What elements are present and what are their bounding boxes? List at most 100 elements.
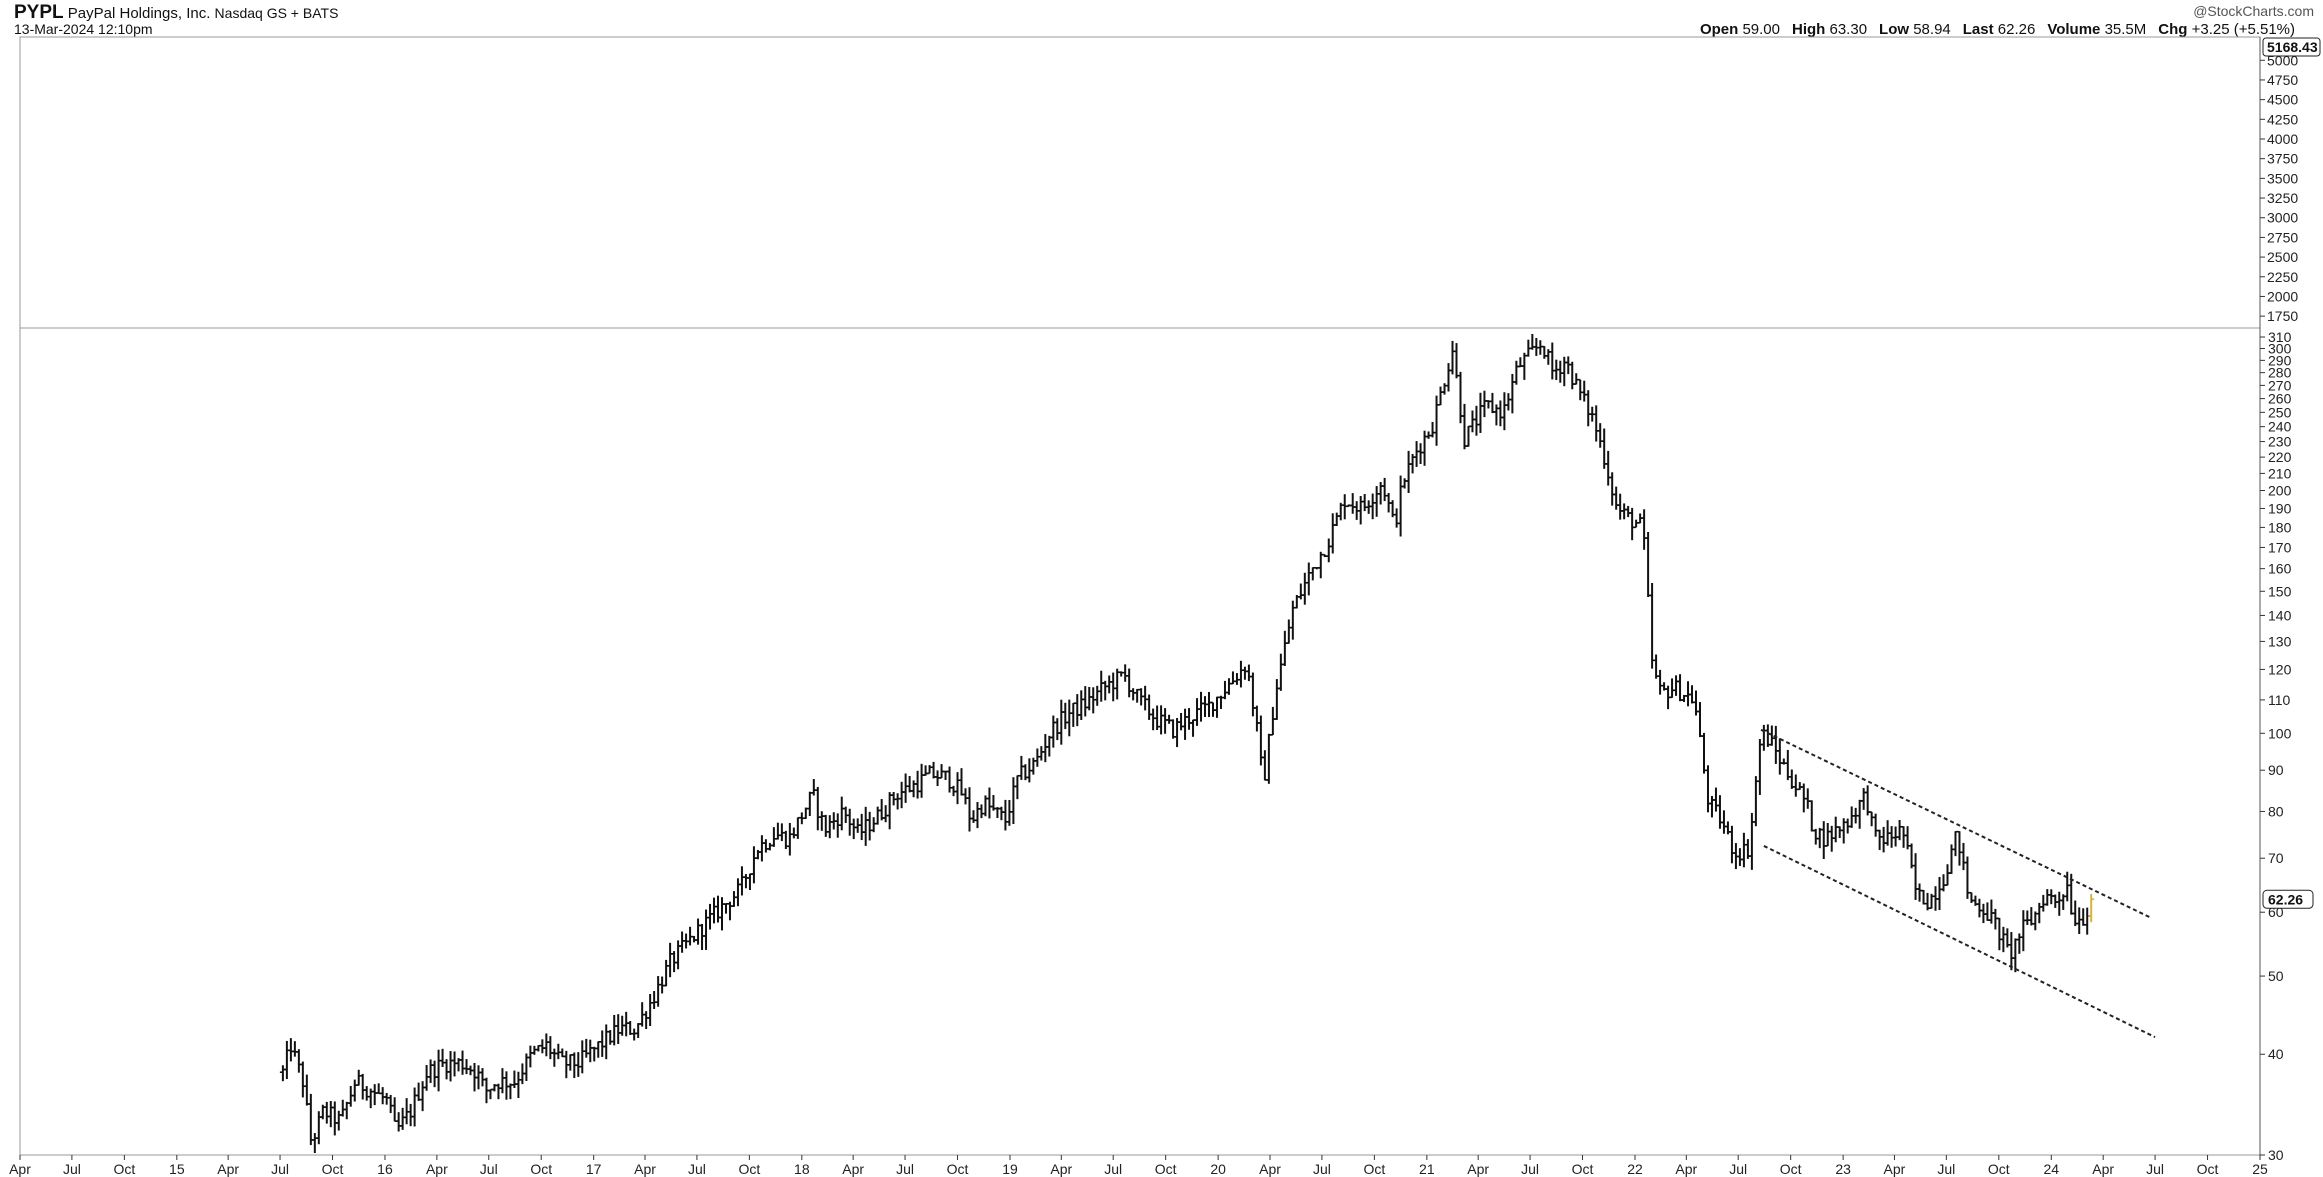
ohlc-bar [303, 1074, 310, 1106]
ohlc-bar [375, 1083, 382, 1095]
ohlc-bar [1265, 733, 1272, 784]
y-tick-label: 100 [2268, 725, 2292, 741]
exchange-label: Nasdaq GS + BATS [214, 5, 339, 21]
ohlc-bar [726, 901, 733, 921]
ohlc-bar [443, 1059, 450, 1080]
ohlc-bar [826, 815, 833, 839]
ohlc-bar [894, 793, 901, 810]
ohlc-bar [1968, 891, 1975, 904]
y-tick-label: 50 [2268, 968, 2284, 984]
upper-tick-label: 4500 [2267, 92, 2298, 108]
x-tick-label: Apr [217, 1161, 239, 1177]
ohlc-bar [862, 806, 869, 846]
y-tick-label: 230 [2268, 434, 2292, 450]
ohlc-bar [954, 772, 961, 805]
stat-key: Open [1699, 21, 1743, 38]
ohlc-bar [1373, 486, 1380, 517]
x-tick-label: Apr [1884, 1161, 1906, 1177]
y-tick-label: 120 [2268, 661, 2292, 677]
ohlc-bar [1880, 826, 1887, 853]
ohlc-bar [351, 1079, 358, 1102]
ohlc-bar [794, 816, 801, 839]
ohlc-bar [730, 891, 737, 907]
ohlc-bar [1229, 671, 1236, 685]
ohlc-bar [1393, 508, 1400, 528]
ohlc-bar [1126, 668, 1133, 698]
ohlc-bar [527, 1045, 534, 1068]
ohlc-bar [1098, 670, 1105, 702]
ohlc-bar [1453, 343, 1460, 379]
ohlc-bar [966, 787, 973, 832]
ohlc-bar [1186, 708, 1193, 730]
ohlc-bar [962, 788, 969, 805]
y-tick-label: 180 [2268, 519, 2292, 535]
ticker-symbol: PYPL [14, 2, 64, 23]
ohlc-bar [946, 766, 953, 793]
ohlc-bar [1074, 694, 1081, 727]
ohlc-bar [423, 1065, 430, 1091]
x-tick-label: 22 [1627, 1161, 1643, 1177]
ohlc-bar [1054, 718, 1061, 741]
ohlc-bar [695, 918, 702, 945]
ohlc-bar [1190, 719, 1197, 737]
ohlc-bar [1776, 738, 1783, 775]
ohlc-bar [914, 770, 921, 799]
x-tick-label: Apr [1675, 1161, 1697, 1177]
ohlc-bar [874, 806, 881, 825]
chart-frame [19, 36, 2261, 1156]
ohlc-bar [711, 897, 718, 924]
ohlc-bar [415, 1082, 422, 1101]
ohlc-bar [331, 1101, 338, 1136]
stat-value: 59.00 [1742, 21, 1780, 38]
x-tick-label: Jul [2146, 1161, 2164, 1177]
ohlc-bar [515, 1071, 522, 1098]
ohlc-bar [1062, 702, 1069, 730]
y-tick-label: 90 [2268, 762, 2284, 778]
ohlc-bar [335, 1110, 342, 1131]
ohlc-bar [930, 761, 937, 779]
ohlc-bar [1784, 749, 1791, 781]
ohlc-bar [575, 1052, 582, 1077]
ohlc-bar [1194, 698, 1201, 726]
ohlc-bar [671, 951, 678, 973]
ohlc-bar [1613, 486, 1620, 510]
ohlc-bar [715, 895, 722, 923]
y-tick-label: 150 [2268, 583, 2292, 599]
ohlc-bar [898, 781, 905, 809]
ohlc-bar [355, 1069, 362, 1086]
ohlc-bar [2024, 910, 2031, 925]
ohlc-bar [1617, 493, 1624, 520]
y-tick-label: 290 [2268, 352, 2292, 368]
ohlc-bar [1848, 806, 1855, 828]
ohlc-bar [287, 1038, 294, 1062]
ohlc-bar [551, 1048, 558, 1067]
ohlc-bar [655, 976, 662, 1007]
upper-tick-label: 3750 [2267, 151, 2298, 167]
ohlc-bar [1445, 363, 1452, 392]
ohlc-bar [1764, 724, 1771, 747]
ohlc-bar [2020, 910, 2027, 952]
ohlc-bar [878, 799, 885, 821]
ohlc-bar [411, 1087, 418, 1127]
y-tick-label: 260 [2268, 391, 2292, 407]
ohlc-bar [1213, 696, 1220, 718]
ohlc-bar [2076, 907, 2083, 934]
ohlc-bar [1609, 472, 1616, 506]
x-tick-label: Oct [2197, 1161, 2219, 1177]
ohlc-bar [718, 897, 725, 931]
ohlc-bar [1497, 400, 1504, 427]
copyright-label: @StockCharts.com [2193, 3, 2314, 19]
stat-value: 63.30 [1829, 21, 1868, 38]
ohlc-bar [1170, 719, 1177, 739]
upper-tick-label: 2000 [2267, 288, 2298, 304]
ohlc-bar [1577, 378, 1584, 401]
ohlc-bar [1122, 664, 1129, 682]
x-tick-label: 20 [1210, 1161, 1226, 1177]
stat-key: Volume [2047, 21, 2105, 38]
price-stats: Open 59.00 High 63.30 Low 58.94 Last 62.26 V… [1700, 21, 2295, 38]
ohlc-bar [1158, 705, 1165, 735]
ohlc-bar [1182, 708, 1189, 740]
ohlc-bar [1010, 777, 1017, 825]
y-tick-label: 250 [2268, 404, 2292, 420]
x-tick-label: Jul [1313, 1161, 1331, 1177]
